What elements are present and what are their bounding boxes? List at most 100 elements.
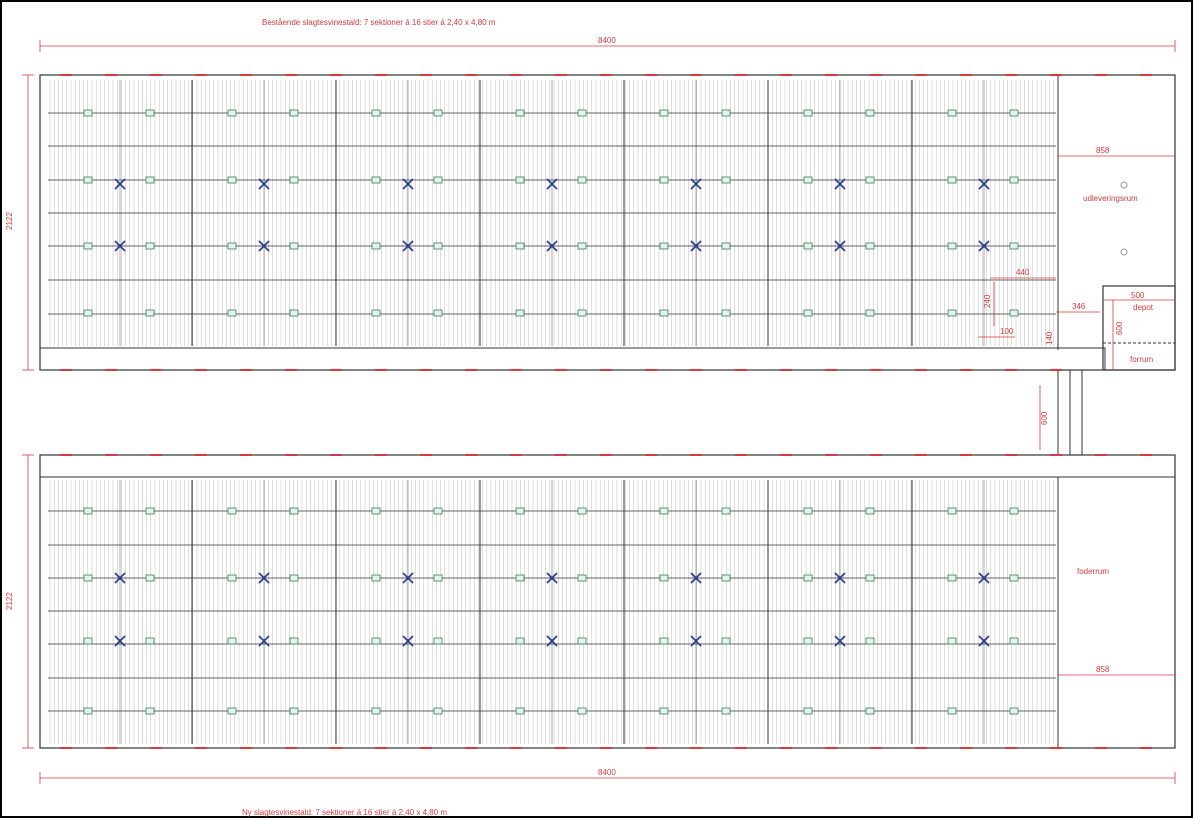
feeder-marker bbox=[371, 707, 381, 715]
feeder-marker bbox=[515, 109, 525, 117]
feeder-marker bbox=[803, 176, 813, 184]
feeder-marker bbox=[83, 242, 93, 250]
depot-outline bbox=[1102, 285, 1176, 371]
feeder-marker bbox=[83, 637, 93, 645]
feeder-marker bbox=[947, 242, 957, 250]
feeder-marker bbox=[721, 507, 731, 515]
feeder-marker bbox=[289, 109, 299, 117]
feeder-marker bbox=[371, 637, 381, 645]
feeder-marker bbox=[947, 574, 957, 582]
feeder-marker bbox=[577, 242, 587, 250]
dim-240-label: 240 bbox=[983, 294, 992, 308]
feeder-marker bbox=[227, 309, 237, 317]
drinker-cross bbox=[114, 572, 126, 584]
feeder-marker bbox=[721, 637, 731, 645]
feeder-marker bbox=[227, 176, 237, 184]
feeder-marker bbox=[433, 574, 443, 582]
top-room-width-label: 858 bbox=[1096, 146, 1110, 155]
bottom-pen-area bbox=[48, 480, 1056, 744]
feeder-marker bbox=[721, 176, 731, 184]
feeder-marker bbox=[371, 507, 381, 515]
feeder-marker bbox=[803, 574, 813, 582]
top-pen-area bbox=[48, 80, 1056, 346]
drinker-cross bbox=[258, 572, 270, 584]
feeder-marker bbox=[289, 507, 299, 515]
feeder-marker bbox=[947, 109, 957, 117]
feeder-marker bbox=[947, 707, 957, 715]
feeder-marker bbox=[515, 309, 525, 317]
feeder-marker bbox=[577, 109, 587, 117]
feeder-marker bbox=[659, 109, 669, 117]
feeder-marker bbox=[289, 637, 299, 645]
feeder-marker bbox=[227, 507, 237, 515]
feeder-marker bbox=[83, 109, 93, 117]
drinker-cross bbox=[402, 635, 414, 647]
feeder-marker bbox=[803, 637, 813, 645]
delivery-room-label: udleveringsrum bbox=[1083, 194, 1138, 203]
drinker-cross bbox=[690, 178, 702, 190]
feeder-marker bbox=[289, 242, 299, 250]
feeder-marker bbox=[803, 309, 813, 317]
drinker-cross bbox=[546, 572, 558, 584]
feeder-marker bbox=[145, 574, 155, 582]
delivery-room-symbol bbox=[1120, 181, 1128, 189]
feeder-marker bbox=[227, 242, 237, 250]
feeder-marker bbox=[83, 707, 93, 715]
drinker-cross bbox=[978, 178, 990, 190]
top-width-label: 2122 bbox=[5, 212, 14, 230]
feeder-marker bbox=[865, 242, 875, 250]
drinker-cross bbox=[402, 240, 414, 252]
feeder-marker bbox=[515, 574, 525, 582]
feeder-marker bbox=[1009, 574, 1019, 582]
feeder-marker bbox=[433, 242, 443, 250]
feeder-marker bbox=[515, 707, 525, 715]
drinker-cross bbox=[546, 240, 558, 252]
dimension-labels: 8400 8400 2122 2122 858 858 440 240 100 … bbox=[5, 36, 1145, 777]
feeder-marker bbox=[145, 109, 155, 117]
feeder-marker bbox=[289, 707, 299, 715]
feeder-marker bbox=[515, 176, 525, 184]
feeder-marker bbox=[433, 309, 443, 317]
feeder-marker bbox=[577, 507, 587, 515]
feeder-marker bbox=[433, 109, 443, 117]
feeder-marker bbox=[947, 637, 957, 645]
feeder-marker bbox=[659, 242, 669, 250]
bottom-barn-outline bbox=[39, 454, 1176, 749]
drinker-cross bbox=[402, 178, 414, 190]
feeder-marker bbox=[145, 242, 155, 250]
bottom-barn bbox=[39, 454, 1176, 749]
feeder-marker bbox=[659, 309, 669, 317]
top-barn-title: Bestående slagtesvinestald: 7 sektioner … bbox=[262, 18, 496, 27]
feeder-marker bbox=[865, 507, 875, 515]
depot-width-label: 500 bbox=[1131, 291, 1145, 300]
delivery-room-symbol bbox=[1120, 248, 1128, 256]
drinker-cross bbox=[834, 572, 846, 584]
drinker-cross bbox=[690, 240, 702, 252]
drinker-cross bbox=[258, 178, 270, 190]
feeder-marker bbox=[1009, 109, 1019, 117]
feeder-marker bbox=[803, 242, 813, 250]
feeder-marker bbox=[577, 176, 587, 184]
corridor-length-label: 600 bbox=[1040, 411, 1049, 425]
feeder-marker bbox=[289, 309, 299, 317]
feeder-marker bbox=[515, 242, 525, 250]
feed-room-label: foderrum bbox=[1077, 567, 1109, 576]
feeder-marker bbox=[659, 637, 669, 645]
feeder-marker bbox=[865, 637, 875, 645]
drinker-cross bbox=[690, 572, 702, 584]
feeder-marker bbox=[721, 574, 731, 582]
feeder-marker bbox=[865, 176, 875, 184]
drinker-cross bbox=[834, 178, 846, 190]
depot-height-label: 600 bbox=[1115, 321, 1124, 335]
bottom-barn-title: Ny slagtesvinestald: 7 sektioner á 16 st… bbox=[242, 808, 447, 817]
drinker-cross bbox=[258, 240, 270, 252]
drinker-cross bbox=[114, 178, 126, 190]
feeder-marker bbox=[145, 507, 155, 515]
feeder-marker bbox=[83, 309, 93, 317]
feeder-marker bbox=[577, 707, 587, 715]
feeder-marker bbox=[947, 507, 957, 515]
feeder-marker bbox=[1009, 242, 1019, 250]
drinker-cross bbox=[546, 635, 558, 647]
drinker-cross bbox=[978, 572, 990, 584]
